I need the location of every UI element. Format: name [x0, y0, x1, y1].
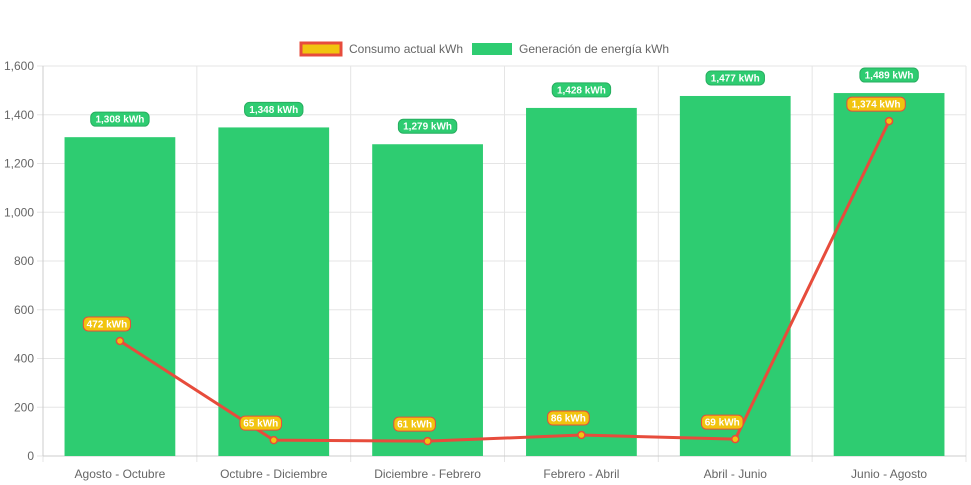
y-tick-label: 600	[14, 303, 34, 317]
data-label-consumo-text: 65 kWh	[243, 419, 278, 430]
data-label-generacion: 1,428 kWh	[551, 82, 612, 98]
data-label-generacion-bg	[397, 118, 458, 134]
data-label-generacion-text: 1,428 kWh	[557, 85, 606, 96]
bar-generacion[interactable]	[64, 137, 176, 457]
x-tick-label: Febrero - Abril	[543, 467, 619, 481]
legend-label-generacion: Generación de energía kWh	[519, 42, 669, 56]
bar-generacion[interactable]	[679, 95, 791, 456]
y-tick-label: 800	[14, 254, 34, 268]
legend-label-consumo: Consumo actual kWh	[349, 42, 463, 56]
y-axis: 0 200 400 600 800 1,000 1,200 1,400 1,600	[4, 59, 34, 463]
y-tick-label: 1,000	[4, 205, 34, 219]
data-label-generacion-bg	[705, 70, 765, 86]
bar-generacion[interactable]	[218, 127, 330, 457]
legend-item-consumo[interactable]: Consumo actual kWh	[299, 41, 463, 57]
x-tick-label: Junio - Agosto	[851, 467, 927, 481]
data-label-consumo-bg	[393, 416, 436, 432]
line-point-consumo[interactable]	[115, 336, 125, 346]
data-label-generacion: 1,279 kWh	[397, 118, 458, 134]
grid	[37, 65, 967, 462]
data-label-consumo: 86 kWh	[547, 410, 590, 426]
data-label-generacion-text: 1,489 kWh	[865, 71, 914, 82]
data-label-consumo-bg	[846, 96, 906, 112]
y-tick-label: 200	[14, 400, 34, 414]
data-label-generacion-bg	[551, 82, 612, 98]
data-label-generacion: 1,348 kWh	[244, 101, 304, 117]
y-tick-label: 400	[14, 352, 34, 366]
y-tick-label: 1,200	[4, 157, 34, 171]
x-axis: Agosto - Octubre Octubre - Diciembre Dicie…	[75, 467, 928, 481]
data-label-consumo-bg	[700, 414, 744, 430]
bar-generacion[interactable]	[833, 93, 945, 457]
data-label-consumo-bg	[82, 316, 132, 332]
data-label-consumo-bg	[547, 410, 590, 426]
data-label-consumo: 69 kWh	[700, 414, 744, 430]
legend-swatch-consumo	[299, 41, 343, 57]
line-point-consumo[interactable]	[731, 434, 740, 444]
bar-generacion[interactable]	[372, 144, 483, 456]
legend-item-generacion[interactable]: Generación de energía kWh	[472, 42, 669, 56]
data-label-generacion: 1,308 kWh	[90, 111, 150, 127]
x-tick-label: Diciembre - Febrero	[374, 467, 481, 481]
data-label-consumo: 1,374 kWh	[846, 96, 906, 112]
data-label-generacion-text: 1,279 kWh	[403, 122, 452, 133]
data-label-consumo-text: 69 kWh	[705, 418, 740, 429]
x-tick-label: Octubre - Diciembre	[220, 467, 328, 481]
data-label-generacion-text: 1,477 kWh	[711, 73, 760, 84]
line-point-consumo[interactable]	[423, 436, 432, 446]
data-label-consumo-text: 61 kWh	[397, 420, 432, 431]
line-point-consumo[interactable]	[269, 435, 278, 445]
data-label-generacion-bg	[244, 101, 304, 117]
data-label-generacion-text: 1,308 kWh	[95, 115, 144, 126]
data-label-generacion-text: 1,348 kWh	[249, 105, 298, 116]
legend: Consumo actual kWh Generación de energía…	[299, 41, 669, 57]
bars	[64, 93, 945, 457]
data-label-consumo-bg	[239, 415, 283, 431]
data-label-generacion: 1,489 kWh	[859, 67, 919, 83]
legend-swatch-generacion	[472, 43, 512, 55]
x-tick-label: Agosto - Octubre	[75, 467, 166, 481]
data-label-consumo-text: 1,374 kWh	[852, 100, 901, 111]
data-label-consumo-text: 472 kWh	[87, 319, 128, 330]
x-tick-label: Abril - Junio	[704, 467, 768, 481]
data-label-consumo: 65 kWh	[239, 415, 283, 431]
y-tick-label: 1,400	[4, 108, 34, 122]
line-point-consumo[interactable]	[577, 430, 586, 440]
y-tick-label: 1,600	[4, 59, 34, 73]
data-label-consumo-text: 86 kWh	[551, 414, 586, 425]
data-label-consumo: 472 kWh	[82, 316, 132, 332]
y-tick-label: 0	[27, 449, 34, 463]
bar-generacion[interactable]	[526, 107, 637, 457]
data-label-consumo: 61 kWh	[393, 416, 436, 432]
data-labels: 1,308 kWh 1,348 kWh 1,279 kWh 1,428 kWh 1,47…	[82, 67, 919, 432]
data-label-generacion-bg	[859, 67, 919, 83]
data-label-generacion: 1,477 kWh	[705, 70, 765, 86]
data-label-generacion-bg	[90, 111, 150, 127]
line-point-consumo[interactable]	[884, 116, 894, 126]
